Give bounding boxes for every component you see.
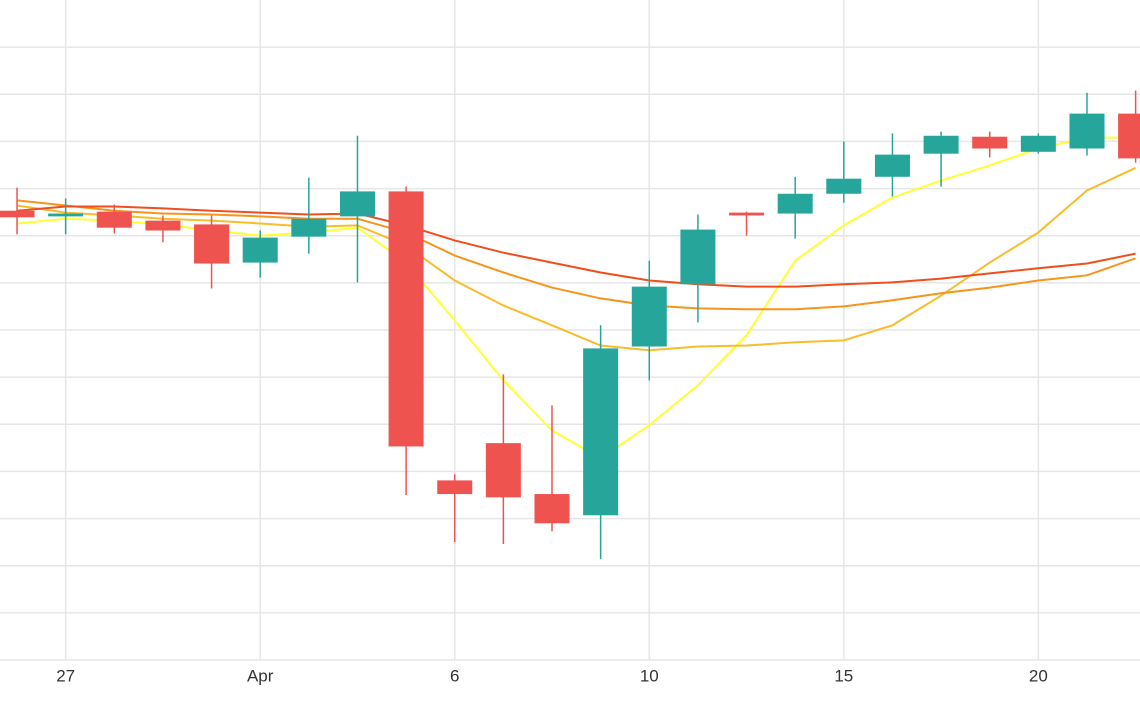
moving-average-line	[16, 166, 1137, 352]
candle-body	[826, 178, 862, 194]
x-tick-label: Apr	[247, 666, 274, 685]
candle-body	[1020, 135, 1056, 152]
x-tick-label: 27	[56, 666, 75, 685]
moving-average-line	[16, 136, 1136, 460]
candle-body	[291, 218, 327, 237]
candle-body	[923, 135, 959, 154]
candle-body	[339, 191, 375, 217]
candle-body	[48, 213, 84, 217]
candle-body	[534, 494, 570, 524]
x-tick-label: 10	[640, 666, 659, 685]
candle-body	[242, 237, 278, 263]
candle-body	[96, 211, 132, 228]
candle-body	[631, 286, 667, 347]
candle-body	[729, 212, 765, 216]
candle-body	[388, 191, 424, 447]
candle-body	[437, 480, 473, 495]
candle-body	[874, 154, 910, 177]
candle-body	[1118, 113, 1140, 159]
candle-body	[972, 136, 1008, 149]
candle-body	[145, 220, 181, 231]
x-tick-label: 15	[834, 666, 853, 685]
candle-body	[777, 193, 813, 214]
candle-body	[583, 348, 619, 516]
moving-average-line	[16, 199, 1136, 311]
candle-body	[485, 443, 521, 498]
x-tick-label: 6	[450, 666, 459, 685]
moving-average-line	[16, 205, 1136, 288]
candle-body	[1069, 113, 1105, 149]
candle-body	[680, 229, 716, 285]
x-tick-label: 20	[1029, 666, 1048, 685]
candle-body	[0, 210, 35, 218]
candle-body	[194, 224, 230, 264]
